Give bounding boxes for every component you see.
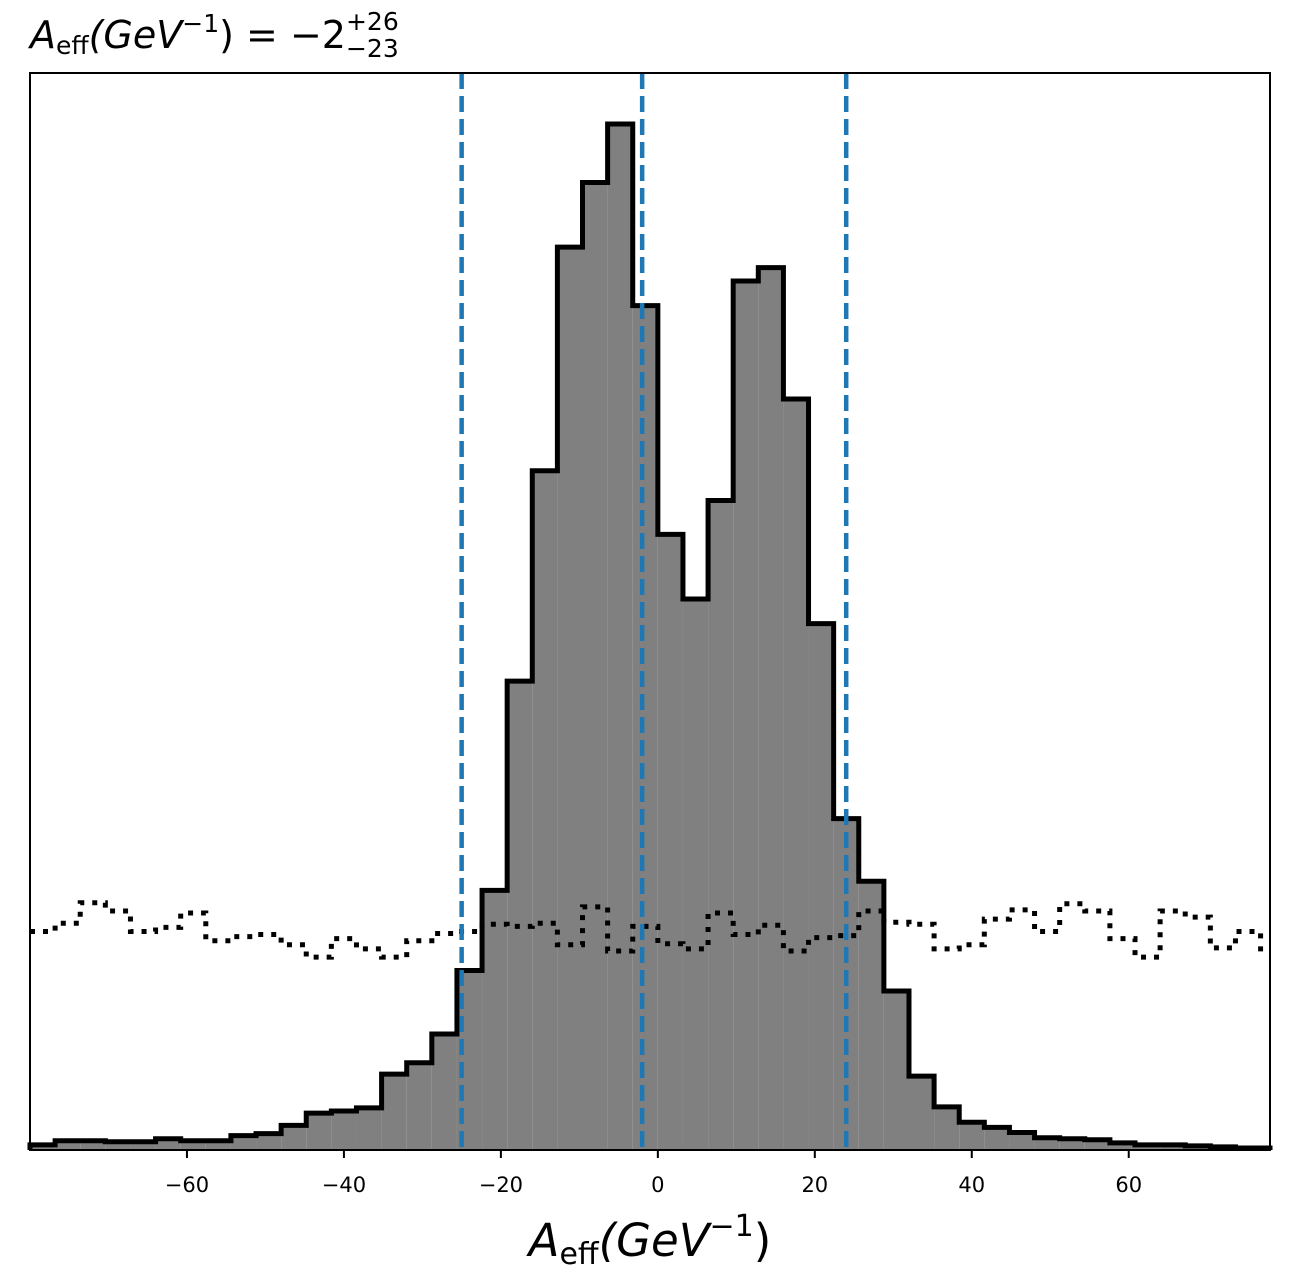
xlabel-symbol: A [526,1214,560,1267]
histogram-bar [682,599,709,1150]
x-tick-label: −20 [479,1173,523,1197]
histogram-bar [155,1138,181,1150]
histogram-bar [708,500,734,1150]
histogram-bar [256,1133,282,1150]
histogram-bar [607,124,633,1150]
title-upper-error: +26 [346,7,399,36]
histogram-bar [130,1141,156,1150]
histogram-bar [507,681,533,1150]
histogram-bar [281,1125,307,1150]
histogram-bar [758,267,784,1150]
title-unit-close: ) [219,13,234,57]
histogram-bar [632,305,658,1150]
histogram-bar [331,1111,357,1150]
histogram-bar [908,1076,935,1150]
title-unit-exponent: −1 [182,9,219,38]
histogram-bar [1084,1139,1110,1150]
title-lower-error: −23 [346,34,399,63]
histogram-bar [482,890,508,1150]
histogram-bar [808,623,834,1150]
histogram-bar [230,1135,257,1150]
histogram-bar [105,1141,131,1150]
histogram-bar [1160,1144,1186,1150]
x-tick-label: 20 [801,1173,828,1197]
xlabel-unit-close: ) [754,1214,772,1267]
histogram-bars [27,121,1273,1151]
histogram-bar [1009,1132,1035,1150]
title-unit-open: (GeV [89,13,186,57]
x-tick-label: −40 [322,1173,366,1197]
histogram-bar [180,1140,206,1150]
interval-lines [459,73,849,1150]
histogram-bar [1109,1142,1136,1150]
title-value: −2 [290,13,346,57]
xlabel-unit-open: (GeV [599,1214,713,1267]
x-axis-ticks: −60 −40 −20 0 20 40 60 [165,1150,1142,1197]
title-equals: = [234,13,290,57]
title-symbol: A [27,13,56,57]
x-tick-label: −60 [165,1173,209,1197]
histogram-bar [431,1034,457,1150]
x-tick-label: 60 [1115,1173,1142,1197]
histogram-bar [733,280,759,1150]
histogram-bar [381,1074,407,1150]
histogram-bar [1059,1138,1085,1150]
histogram-bar [582,182,608,1150]
title-symbol-subscript: eff [56,31,89,60]
histogram-bar [858,881,884,1150]
histogram-bar [532,470,558,1151]
histogram-bar [205,1140,231,1150]
histogram-bar [934,1106,960,1150]
x-tick-label: 40 [958,1173,985,1197]
histogram-bar [55,1140,81,1150]
histogram-bar [80,1140,106,1150]
histogram-bar [1034,1137,1060,1150]
histogram-bar [30,1144,56,1150]
histogram-outline [27,121,1273,1151]
histogram-bar [783,398,809,1150]
histogram-bar [1135,1144,1161,1150]
histogram-bar [883,990,909,1150]
histogram-bar [306,1113,332,1150]
histogram-bar [657,534,683,1150]
xlabel-unit-exponent: −1 [710,1209,754,1244]
x-tick-label: 0 [651,1173,664,1197]
histogram-bar [406,1062,432,1150]
chart-title: Aeff(GeV−1) = −2+26 −23 [27,7,399,63]
histogram-bar [557,247,583,1150]
xlabel-symbol-subscript: eff [559,1237,599,1272]
plot-frame [29,72,1271,1151]
histogram-bar [356,1107,382,1150]
x-axis-label: Aeff(GeV−1) [526,1209,772,1272]
histogram-bar [959,1122,985,1150]
histogram-bar [984,1127,1010,1150]
